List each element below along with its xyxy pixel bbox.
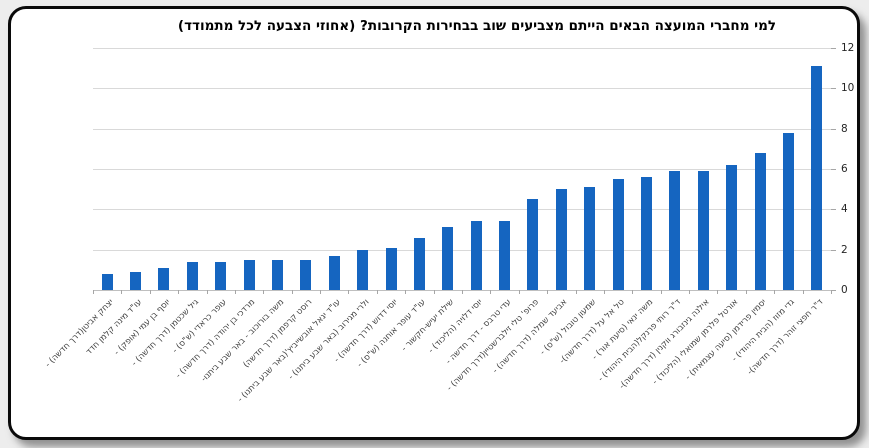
bar [811,66,823,290]
y-axis-label: 0 [841,283,848,296]
x-axis-tick [320,290,322,294]
bar [101,273,113,290]
bar [697,171,709,290]
bar [669,171,681,290]
y-axis-tick [831,128,836,130]
x-axis-tick [518,290,520,294]
x-axis-tick [689,290,691,294]
bar [215,261,227,290]
x-axis-tick [660,290,662,294]
gridline [93,169,831,170]
bar [470,221,482,290]
bar [272,259,283,290]
y-axis-tick [831,290,836,291]
bar [612,179,624,290]
bar [584,187,596,290]
x-axis-tick [405,290,407,294]
chart-card: למי מחברי המועצה הבאים הייתם מצביעים שוב… [8,6,860,440]
x-axis-tick [632,290,634,294]
chart-title: למי מחברי המועצה הבאים הייתם מצביעים שוב… [177,18,777,34]
x-axis-tick [206,290,208,294]
y-axis-label: 8 [841,122,848,135]
bar [499,221,511,290]
x-axis-tick [263,290,265,294]
bar [357,249,369,290]
x-axis-tick [149,290,151,294]
gridline [93,88,831,90]
bar [243,259,255,290]
x-axis-tick [376,290,378,294]
x-axis-tick [433,290,435,294]
x-axis-tick [490,290,492,294]
gridline [93,249,831,251]
y-axis-label: 6 [841,162,848,175]
bar [413,237,425,290]
y-axis-label: 4 [841,203,848,216]
gridline [93,48,831,49]
bar [641,177,652,290]
y-axis-tick [831,169,836,170]
bar [442,227,454,290]
y-axis-label: 10 [841,82,855,95]
x-axis-tick [774,290,776,294]
x-axis-tick [547,290,549,294]
y-axis-tick [831,249,836,251]
y-axis-tick [831,48,836,49]
bar [130,271,142,290]
x-axis-tick [717,290,719,294]
x-axis-tick [831,290,832,294]
gridline [93,128,831,130]
x-axis-tick [234,290,236,294]
x-axis-tick [603,290,605,294]
bar [158,267,170,290]
x-axis-tick [121,290,123,294]
bar [300,259,312,290]
bar [782,132,794,290]
x-axis-tick [93,290,94,294]
bar [726,164,738,290]
y-axis-label: 12 [841,41,855,54]
x-axis-tick [291,290,293,294]
bar [328,255,340,290]
gridline [93,209,831,211]
x-axis-tick [575,290,577,294]
y-axis-tick [831,88,836,90]
bar [555,189,567,290]
x-axis-tick [178,290,180,294]
x-axis-tick [462,290,463,294]
bar [527,199,539,290]
plot-area: 0 2 4 6 8 10 12 יצחק אביטן(דרך חדשה) - עו"ד מינ… [43,43,854,405]
bar [385,247,397,290]
x-axis-tick [745,290,747,294]
bar [186,261,198,290]
x-axis-tick [348,290,350,294]
y-axis-label: 2 [841,243,848,256]
y-axis-tick [831,209,836,211]
x-axis-tick [802,290,804,294]
bar [754,152,766,290]
